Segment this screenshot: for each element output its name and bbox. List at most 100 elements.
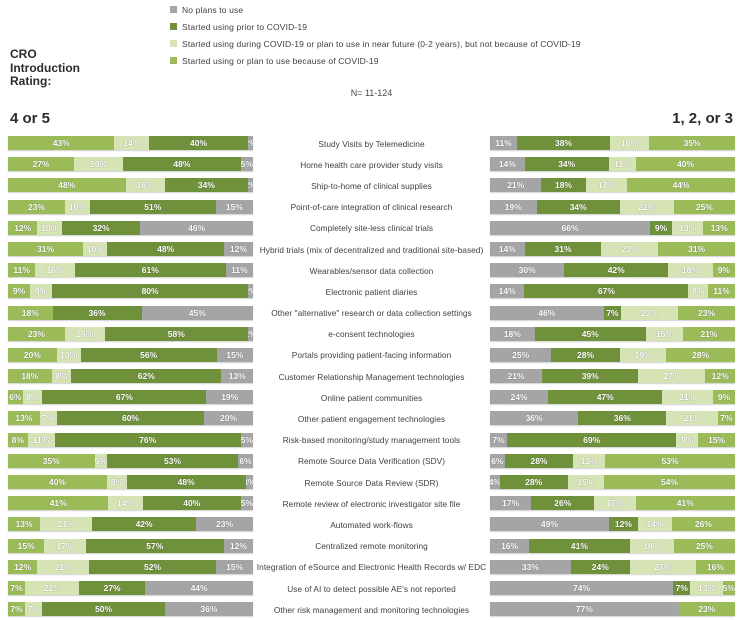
right-panel-header: 1, 2, or 3 <box>672 110 733 127</box>
left-panel-cell: 20% 10% 56% 15% <box>8 345 253 366</box>
category-label: Use of AI to detect possible AE's not re… <box>287 583 456 594</box>
chart-row: 31% 10% 48% 12% Hybrid trials (mix of decent… <box>0 239 743 260</box>
bar-segment-during_not_because: 22% <box>25 580 80 595</box>
bar-segment-during_not_because: 10% <box>83 241 108 256</box>
bar-segment-no_plans: 66% <box>490 220 651 235</box>
bar-segment-no_plans: 19% <box>206 390 253 405</box>
legend-swatch-during_not_because-icon <box>170 40 177 47</box>
bar-segment-no_plans: 4% <box>490 475 500 489</box>
right-panel-cell: 30% 42% 18% 9% <box>490 260 735 281</box>
stacked-bar-right: 14% 34% 11% 40% <box>490 157 735 172</box>
legend-swatch-no_plans-icon <box>170 6 177 13</box>
bar-segment-during_not_because: 14% <box>637 517 672 532</box>
bar-segment-because: 13% <box>8 517 41 532</box>
stacked-bar-right: 11% 38% 16% 35% <box>490 136 735 150</box>
stacked-bar-left: 8% 11% 76% 5% <box>8 432 253 447</box>
left-panel-cell: 8% 11% 76% 5% <box>8 430 253 451</box>
bar-segment-because: 15% <box>698 432 735 447</box>
bar-segment-no_plans: 2% <box>248 136 253 150</box>
category-label: Hybrid trials (mix of decentralized and … <box>259 244 484 255</box>
bar-segment-no_plans: 7% <box>490 432 508 447</box>
bar-segment-because: 26% <box>671 517 735 532</box>
bar-segment-no_plans: 11% <box>490 136 517 150</box>
bar-segment-because: 12% <box>8 559 38 574</box>
bar-segment-no_plans: 12% <box>223 538 253 553</box>
bar-segment-no_plans: 13% <box>221 369 253 384</box>
bar-segment-during_not_because: 16% <box>64 326 105 341</box>
left-panel-cell: 7% 22% 27% 44% <box>8 578 253 599</box>
chart-row: 12% 21% 52% 15% Integration of eSource and E… <box>0 557 743 578</box>
bar-segment-prior: 67% <box>524 284 689 299</box>
bar-segment-prior: 41% <box>529 538 630 553</box>
bar-segment-during_not_because: 5% <box>94 453 107 468</box>
bar-segment-prior: 60% <box>56 411 204 426</box>
bar-segment-because: 53% <box>605 453 735 468</box>
chart-row: 35% 5% 53% 6% Remote Source Data Verificatio… <box>0 451 743 472</box>
bar-segment-during_not_because: 21% <box>666 411 718 426</box>
chart-row: 40%8%48%3% Remote Source Data Review (SDR… <box>0 472 743 493</box>
bar-segment-because: 5% <box>722 580 735 595</box>
bar-segment-prior: 51% <box>89 199 216 214</box>
bar-segment-because: 23% <box>8 326 65 341</box>
stacked-bar-right: 16% 41% 18% 25% <box>490 538 735 553</box>
bar-segment-during_not_because: 7% <box>25 602 43 617</box>
left-panel-cell: 23%16%58%2% <box>8 324 253 345</box>
bar-segment-during_not_because: 13% <box>573 453 606 468</box>
bar-segment-prior: 80% <box>52 284 249 299</box>
bar-segment-because: 12% <box>705 369 735 384</box>
bar-segment-no_plans: 36% <box>490 411 579 426</box>
left-panel-cell: 41% 14% 40% 5% <box>8 493 253 514</box>
rating-line-1: CRO <box>10 47 37 61</box>
right-panel-cell: 21% 39% 27% 12% <box>490 366 735 387</box>
right-panel-cell: 21% 18% 17% 44% <box>490 175 735 196</box>
bar-segment-no_plans: 20% <box>203 411 253 426</box>
bar-segment-prior: 62% <box>71 369 222 384</box>
category-label: Remote Source Data Review (SDR) <box>304 477 439 488</box>
bar-segment-because: 7% <box>8 602 26 617</box>
legend-swatch-prior-icon <box>170 23 177 30</box>
stacked-bar-right: 77% 23% <box>490 602 735 617</box>
stacked-bar-right: 14% 67% 8% 11% <box>490 284 735 299</box>
bar-segment-prior: 48% <box>123 157 241 172</box>
stacked-bar-left: 48%16%34%2% <box>8 178 253 193</box>
stacked-bar-right: 17% 26% 17% 41% <box>490 496 735 511</box>
stacked-bar-right: 18% 45% 15% 21% <box>490 326 735 341</box>
stacked-bar-right: 19% 34% 22% 25% <box>490 199 735 214</box>
bar-segment-because: 9% <box>713 390 735 405</box>
bar-segment-no_plans: 16% <box>490 538 530 553</box>
bar-segment-no_plans: 21% <box>490 369 542 384</box>
right-panel-cell: 49% 12% 14% 26% <box>490 514 735 535</box>
right-panel-cell: 25% 28% 19% 28% <box>490 345 735 366</box>
right-panel-cell: 4%28%15%54% <box>490 472 735 493</box>
bar-segment-no_plans: 2% <box>248 178 253 193</box>
bar-segment-during_not_because: 27% <box>629 559 696 574</box>
bar-segment-no_plans: 33% <box>490 559 571 574</box>
bar-segment-prior: 7% <box>673 580 691 595</box>
category-label: Portals providing patient-facing informa… <box>291 350 452 361</box>
stacked-bar-right: 14% 31% 23% 31% <box>490 241 735 256</box>
bar-segment-prior: 26% <box>531 496 595 511</box>
chart-row: 27% 20% 48% 5% Home health care provider stu… <box>0 154 743 175</box>
bar-segment-during_not_because: 13% <box>671 220 704 235</box>
diverging-stacked-bar-chart: 43%14%40%2%Study Visits by Telemedicine1… <box>0 133 743 620</box>
bar-segment-because: 48% <box>8 178 126 193</box>
bar-segment-during_not_because: 9% <box>30 284 53 299</box>
bar-segment-during_not_because: 19% <box>619 347 667 362</box>
bar-segment-prior: 28% <box>504 453 574 468</box>
bar-segment-prior: 40% <box>142 496 241 511</box>
category-label: Centralized remote monitoring <box>315 541 428 552</box>
left-panel-cell: 43%14%40%2% <box>8 133 253 154</box>
bar-segment-no_plans: 77% <box>490 602 679 617</box>
bar-segment-during_not_because: 8% <box>106 475 127 489</box>
category-label: e-consent technologies <box>328 329 415 340</box>
right-panel-cell: 17% 26% 17% 41% <box>490 493 735 514</box>
left-panel-cell: 12% 21% 52% 15% <box>8 557 253 578</box>
bar-segment-during_not_because: 8% <box>688 284 709 299</box>
bar-segment-prior: 56% <box>80 347 217 362</box>
stacked-bar-right: 6% 28% 13% 53% <box>490 453 735 468</box>
left-panel-cell: 18% 8% 62% 13% <box>8 366 253 387</box>
bar-segment-because: 16% <box>695 559 735 574</box>
chart-row: 48%16%34%2% Ship-to-home of clinical supp… <box>0 175 743 196</box>
chart-row: 23% 10% 51% 15% Point-of-care integration of… <box>0 197 743 218</box>
rating-line-2: Introduction <box>10 60 80 75</box>
